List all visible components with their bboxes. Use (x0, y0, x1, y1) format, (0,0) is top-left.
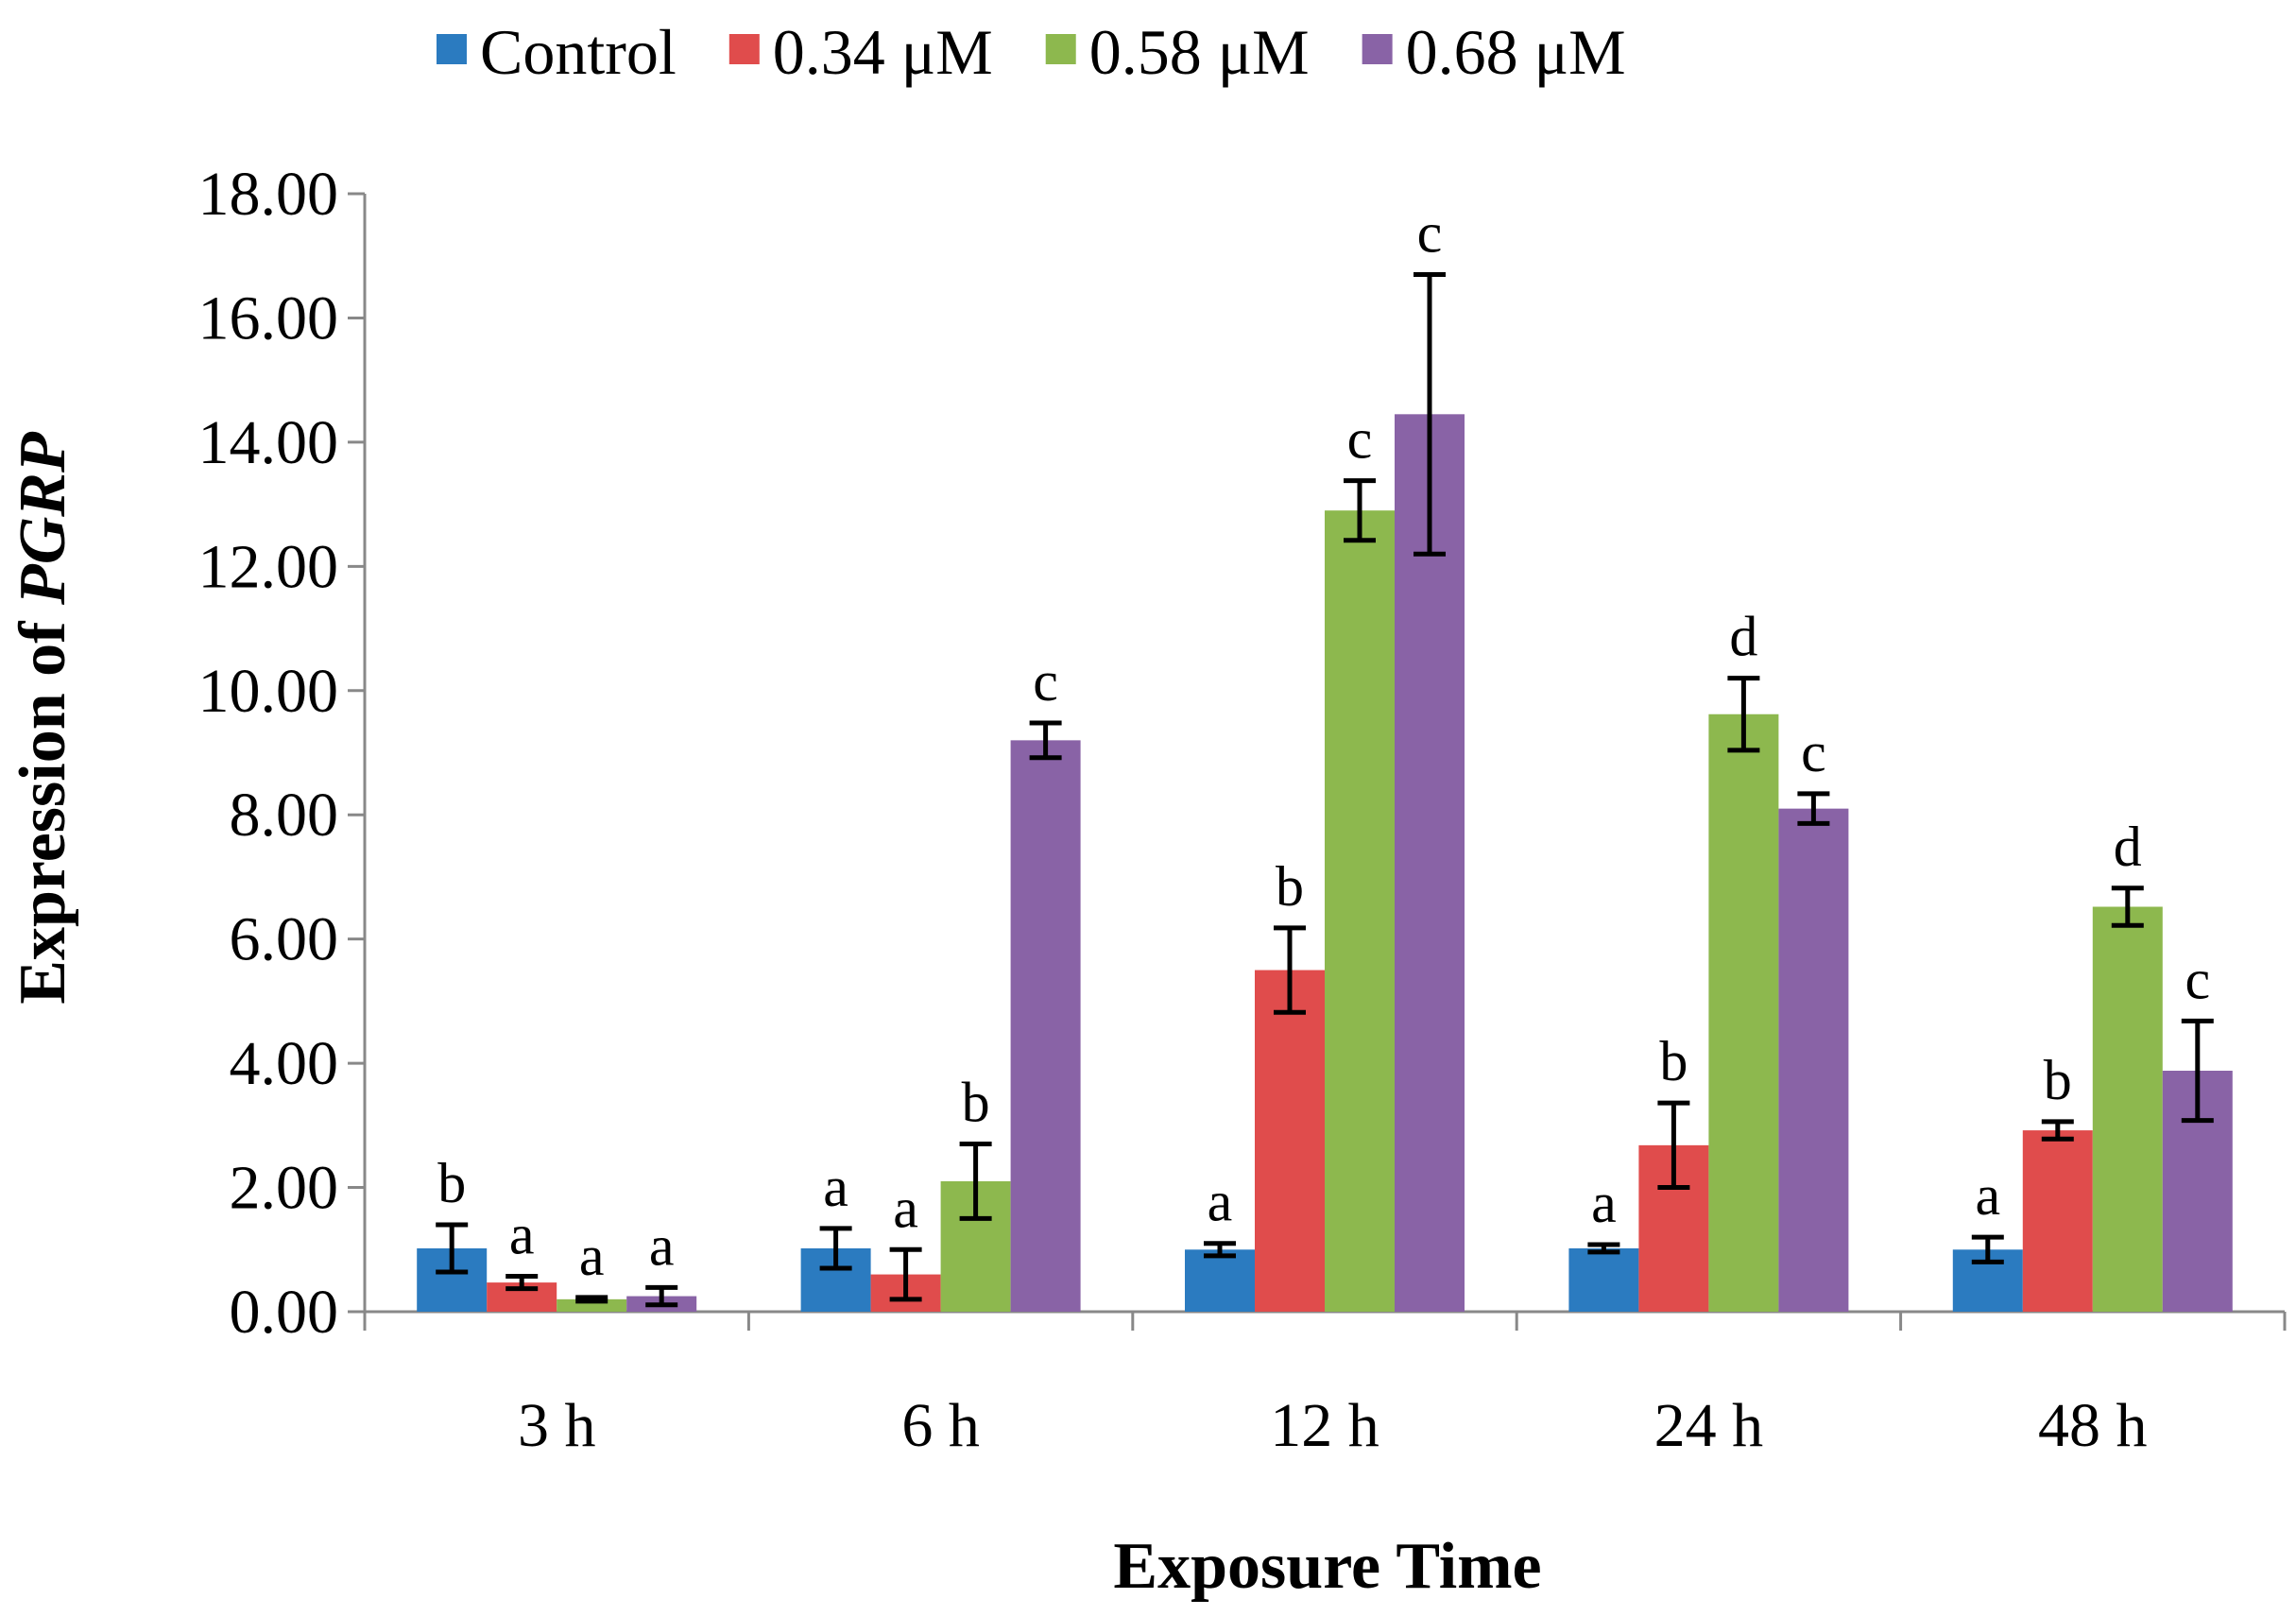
significance-letter: b (1659, 1030, 1688, 1092)
legend-swatch (437, 34, 467, 64)
significance-letter: a (509, 1204, 535, 1266)
significance-letter: d (1729, 606, 1757, 668)
y-tick-label: 4.00 (230, 1029, 339, 1098)
x-axis: 3 h 6 h 12 h 24 h 48 h (363, 1310, 2287, 1460)
legend-label: Control (480, 16, 677, 88)
y-tick-label: 8.00 (230, 781, 339, 850)
bar (1778, 808, 1849, 1312)
bar (1708, 713, 1779, 1312)
bar (2092, 906, 2163, 1312)
y-axis-title: Expression of PGRP (7, 431, 79, 1005)
y-axis-title-group: Expression of PGRP (7, 431, 79, 1005)
significance-letter: a (1591, 1172, 1617, 1234)
y-tick-label: 12.00 (198, 532, 339, 601)
bar (2022, 1130, 2093, 1312)
x-tick-label: 24 h (1654, 1391, 1764, 1460)
significance-letter: a (649, 1214, 675, 1277)
y-axis-title-gene: PGRP (7, 431, 79, 606)
bar (1395, 414, 1465, 1312)
y-tick-label: 10.00 (198, 657, 339, 726)
bars (417, 414, 2233, 1312)
x-tick-label: 6 h (901, 1391, 980, 1460)
significance-letter: a (823, 1156, 848, 1218)
significance-letter: b (1276, 855, 1304, 918)
bar (1010, 740, 1081, 1312)
legend-label: 0.58 μM (1089, 16, 1310, 88)
significance-letter: c (1347, 408, 1373, 471)
bar (1325, 510, 1395, 1312)
significance-letter: d (2114, 816, 2142, 878)
legend-swatch (728, 34, 760, 64)
x-tick-label: 3 h (518, 1391, 596, 1460)
significance-letter: c (1033, 650, 1058, 713)
significance-letter: b (437, 1152, 466, 1214)
significance-letter: c (1801, 721, 1826, 783)
significance-letter: c (1417, 201, 1443, 264)
y-tick-label: 0.00 (230, 1278, 339, 1347)
legend-label: 0.68 μM (1406, 16, 1626, 88)
significance-letter: b (2044, 1049, 2072, 1111)
y-tick-label: 6.00 (230, 905, 339, 974)
significance-letter: c (2185, 948, 2210, 1010)
error-bars (436, 271, 2214, 1308)
bar (1255, 970, 1325, 1312)
bar (1185, 1249, 1255, 1312)
significance-letter: b (962, 1072, 990, 1134)
y-tick-label: 16.00 (198, 284, 339, 352)
legend-swatch (1045, 34, 1076, 64)
y-tick-label: 2.00 (230, 1154, 339, 1223)
x-tick-label: 48 h (2038, 1391, 2148, 1460)
significance-letter: a (1208, 1171, 1233, 1233)
bar (557, 1298, 627, 1312)
x-tick-label: 12 h (1270, 1391, 1379, 1460)
y-tick-label: 14.00 (198, 408, 339, 477)
y-axis: 0.00 2.00 4.00 6.00 8.00 10.00 12.00 14.00 16.00… (198, 160, 367, 1347)
legend-swatch (1362, 34, 1393, 64)
significance-letter: a (579, 1225, 605, 1287)
y-tick-label: 18.00 (198, 160, 339, 229)
legend-label: 0.34 μM (773, 16, 993, 88)
x-axis-title: Exposure Time (1113, 1530, 1541, 1603)
significance-letter: a (1975, 1164, 2000, 1227)
bar (1568, 1247, 1639, 1312)
y-axis-title-prefix: Expression of (7, 605, 79, 1005)
legend: Control 0.34 μM 0.58 μM 0.68 μM (437, 16, 1626, 88)
significance-letter: a (893, 1177, 918, 1239)
